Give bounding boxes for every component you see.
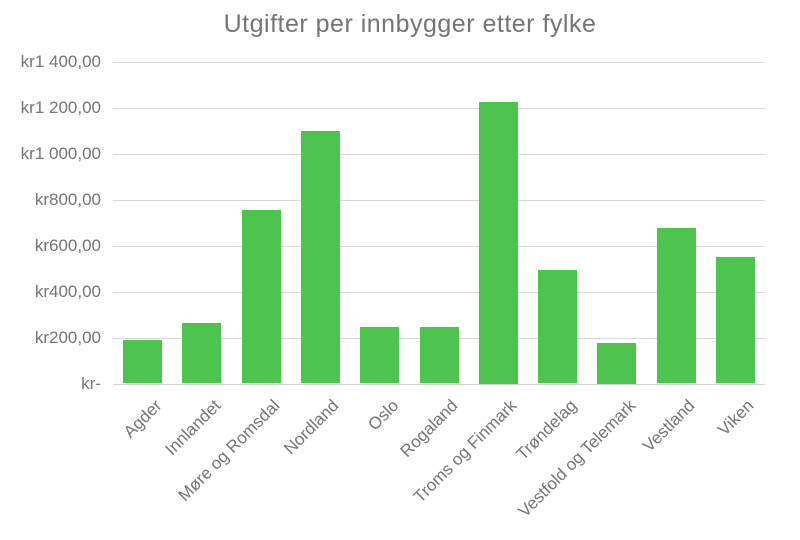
bar [123,339,163,384]
gridline [113,62,765,63]
bar [300,130,340,384]
gridline [113,199,765,201]
bar [656,228,696,384]
bar [182,322,222,384]
y-tick-label: kr400,00 [34,281,101,301]
bar [241,210,281,384]
x-axis-line [113,383,765,385]
y-tick-label: kr- [81,373,101,393]
bar [597,343,637,384]
gridline [113,153,765,155]
y-tick-label: kr800,00 [34,189,101,209]
y-tick-label: kr600,00 [34,235,101,255]
bar [419,327,459,384]
gridline [113,291,765,293]
y-tick-label: kr1 000,00 [20,143,101,163]
bar [478,102,518,384]
y-tick-label: kr1 400,00 [20,52,101,71]
chart-title: Utgifter per innbygger etter fylke [223,10,597,38]
bar [360,327,400,384]
bar [715,257,755,384]
gridline [113,245,765,247]
y-tick-label: kr200,00 [34,327,101,347]
y-tick-label: kr1 200,00 [20,97,101,117]
bar [538,269,578,384]
gridline [113,107,765,109]
